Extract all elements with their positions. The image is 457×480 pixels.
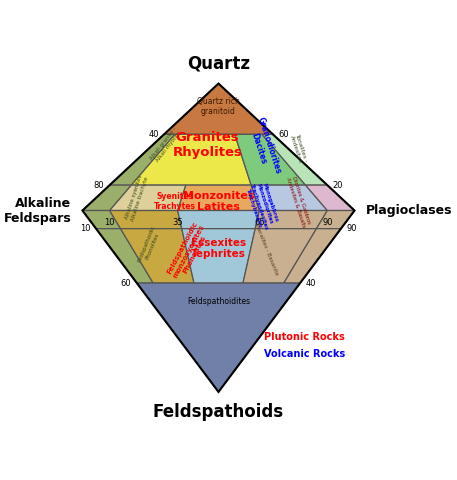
- Polygon shape: [96, 228, 153, 283]
- Polygon shape: [243, 228, 316, 283]
- Text: Alkaline syenites
Alkaline trachyte: Alkaline syenites Alkaline trachyte: [124, 174, 149, 222]
- Polygon shape: [164, 84, 273, 134]
- Text: Essexites
Tephrites: Essexites Tephrites: [191, 238, 246, 259]
- Text: 90: 90: [322, 218, 333, 227]
- Polygon shape: [137, 283, 300, 392]
- Text: 60: 60: [278, 130, 289, 139]
- Polygon shape: [110, 134, 175, 185]
- Polygon shape: [110, 185, 186, 211]
- Text: Volcanic Rocks: Volcanic Rocks: [264, 349, 345, 359]
- Polygon shape: [284, 228, 341, 283]
- Text: Alkali granite -
Alkali rhyolite: Alkali granite - Alkali rhyolite: [149, 126, 182, 164]
- Text: 10: 10: [104, 218, 115, 227]
- Polygon shape: [251, 185, 327, 211]
- Text: 80: 80: [94, 180, 104, 190]
- Text: 35: 35: [172, 218, 183, 227]
- Polygon shape: [121, 228, 194, 283]
- Text: Theralites - Basanite: Theralites - Basanite: [254, 221, 280, 276]
- Text: Alkaline
Feldspars: Alkaline Feldspars: [4, 196, 72, 225]
- Text: Feldspathoidic
Phonolites: Feldspathoidic Phonolites: [137, 225, 162, 265]
- Polygon shape: [110, 211, 182, 228]
- Text: Quartz rich
granitoid: Quartz rich granitoid: [197, 96, 240, 116]
- Polygon shape: [82, 185, 132, 211]
- Polygon shape: [306, 185, 355, 211]
- Text: Granites
Rhyolites: Granites Rhyolites: [173, 131, 243, 159]
- Text: Syenites
Trachytes: Syenites Trachytes: [154, 192, 196, 211]
- Text: Plagioclases: Plagioclases: [366, 204, 452, 217]
- Polygon shape: [182, 228, 255, 283]
- Text: 90: 90: [346, 224, 357, 233]
- Polygon shape: [316, 211, 355, 228]
- Polygon shape: [262, 134, 327, 185]
- Text: Feldspathoïdic
monzosyenites
Phonolites: Feldspathoïdic monzosyenites Phonolites: [166, 220, 212, 282]
- Text: Monzonites
Latites: Monzonites Latites: [183, 191, 254, 212]
- Text: Monogabbros
Monzodiorites
Trachyandesites
Trachybasalts: Monogabbros Monzodiorites Trachyandesite…: [244, 179, 280, 231]
- Text: 65: 65: [254, 218, 265, 227]
- Text: Quartz: Quartz: [187, 55, 250, 72]
- Text: Granodiorites
Dacites: Granodiorites Dacites: [245, 116, 282, 178]
- Text: 20: 20: [333, 180, 343, 190]
- Text: 40: 40: [306, 278, 316, 288]
- Polygon shape: [132, 134, 251, 185]
- Polygon shape: [235, 134, 306, 185]
- Text: 40: 40: [148, 130, 159, 139]
- Text: Feldspathoids: Feldspathoids: [153, 403, 284, 421]
- Text: Tonalites -
Andesites: Tonalites - Andesites: [288, 133, 308, 165]
- Text: Feldspathoidites: Feldspathoidites: [187, 297, 250, 306]
- Text: Diorites & Gabbros
Andesites & Basalts: Diorites & Gabbros Andesites & Basalts: [285, 175, 312, 228]
- Text: 60: 60: [121, 278, 132, 288]
- Text: Plutonic Rocks: Plutonic Rocks: [264, 333, 345, 343]
- Polygon shape: [255, 211, 327, 228]
- Text: 10: 10: [80, 224, 90, 233]
- Polygon shape: [178, 185, 259, 211]
- Polygon shape: [82, 211, 121, 228]
- Polygon shape: [178, 211, 259, 228]
